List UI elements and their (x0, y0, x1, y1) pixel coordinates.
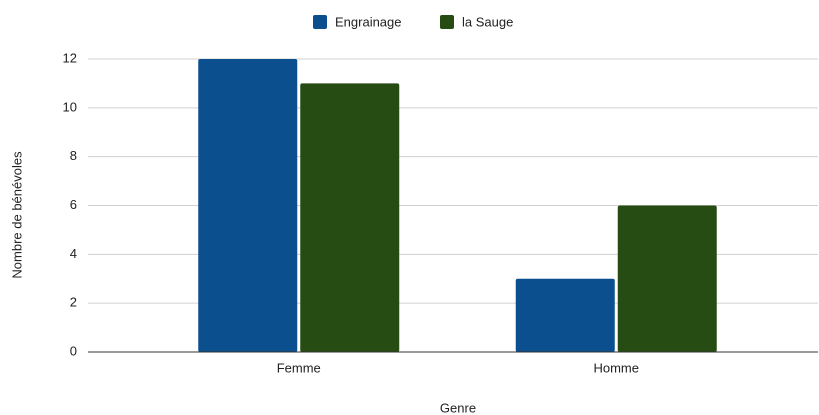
legend-swatch (313, 15, 327, 29)
y-tick-label: 6 (70, 197, 77, 212)
bar (300, 83, 400, 353)
x-axis-label: Genre (440, 400, 476, 415)
y-axis-label: Nombre de bénévoles (9, 151, 24, 279)
bar (515, 278, 615, 352)
legend-swatch (440, 15, 454, 29)
y-tick-label: 8 (70, 148, 77, 163)
bar (198, 59, 298, 352)
y-tick-label: 4 (70, 246, 77, 261)
legend-label: Engrainage (335, 14, 402, 29)
y-tick-label: 2 (70, 295, 77, 310)
y-tick-label: 10 (63, 99, 77, 114)
y-tick-label: 12 (63, 50, 77, 65)
y-tick-label: 0 (70, 343, 77, 358)
bar (617, 205, 717, 352)
legend-label: la Sauge (462, 14, 513, 29)
x-tick-label: Femme (277, 360, 321, 375)
x-tick-label: Homme (593, 360, 639, 375)
